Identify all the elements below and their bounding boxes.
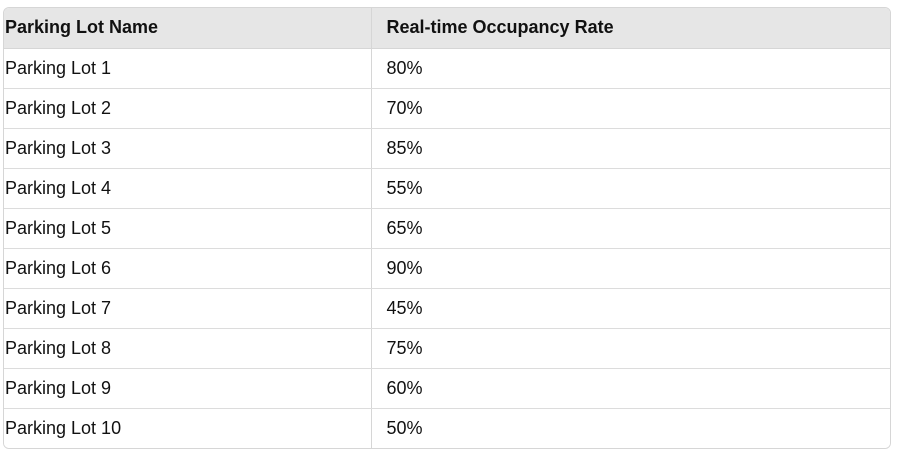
parking-lot-name-cell: Parking Lot 1: [4, 48, 371, 89]
parking-lot-name-cell: Parking Lot 10: [4, 408, 371, 448]
parking-lot-name-cell: Parking Lot 9: [4, 368, 371, 409]
table-row: Parking Lot 10 50%: [4, 408, 890, 448]
occupancy-rate-cell: 80%: [370, 48, 890, 89]
occupancy-rate-cell: 60%: [370, 368, 890, 409]
parking-lot-name-cell: Parking Lot 8: [4, 328, 371, 369]
table-row: Parking Lot 5 65%: [4, 208, 890, 249]
table-row: Parking Lot 6 90%: [4, 248, 890, 289]
occupancy-rate-cell: 65%: [370, 208, 890, 249]
table-row: Parking Lot 8 75%: [4, 328, 890, 369]
parking-lot-name-cell: Parking Lot 7: [4, 288, 371, 329]
table-row: Parking Lot 1 80%: [4, 48, 890, 89]
occupancy-rate-cell: 45%: [370, 288, 890, 329]
table-header: Parking Lot Name Real-time Occupancy Rat…: [4, 8, 890, 49]
occupancy-rate-cell: 85%: [370, 128, 890, 169]
parking-lot-name-cell: Parking Lot 4: [4, 168, 371, 209]
parking-lot-name-cell: Parking Lot 5: [4, 208, 371, 249]
occupancy-table-container: Parking Lot Name Real-time Occupancy Rat…: [3, 7, 891, 449]
occupancy-rate-cell: 50%: [370, 408, 890, 448]
parking-lot-name-cell: Parking Lot 6: [4, 248, 371, 289]
table-row: Parking Lot 7 45%: [4, 288, 890, 329]
table-row: Parking Lot 2 70%: [4, 88, 890, 129]
header-occupancy-rate: Real-time Occupancy Rate: [370, 8, 890, 49]
table-row: Parking Lot 4 55%: [4, 168, 890, 209]
occupancy-rate-cell: 75%: [370, 328, 890, 369]
occupancy-rate-cell: 70%: [370, 88, 890, 129]
occupancy-rate-cell: 90%: [370, 248, 890, 289]
header-row: Parking Lot Name Real-time Occupancy Rat…: [4, 8, 890, 49]
parking-lot-name-cell: Parking Lot 2: [4, 88, 371, 129]
occupancy-rate-cell: 55%: [370, 168, 890, 209]
table-body: Parking Lot 1 80% Parking Lot 2 70% Park…: [4, 48, 890, 448]
parking-lot-name-cell: Parking Lot 3: [4, 128, 371, 169]
occupancy-table: Parking Lot Name Real-time Occupancy Rat…: [4, 8, 890, 448]
header-parking-lot-name: Parking Lot Name: [4, 8, 371, 49]
table-row: Parking Lot 9 60%: [4, 368, 890, 409]
table-row: Parking Lot 3 85%: [4, 128, 890, 169]
